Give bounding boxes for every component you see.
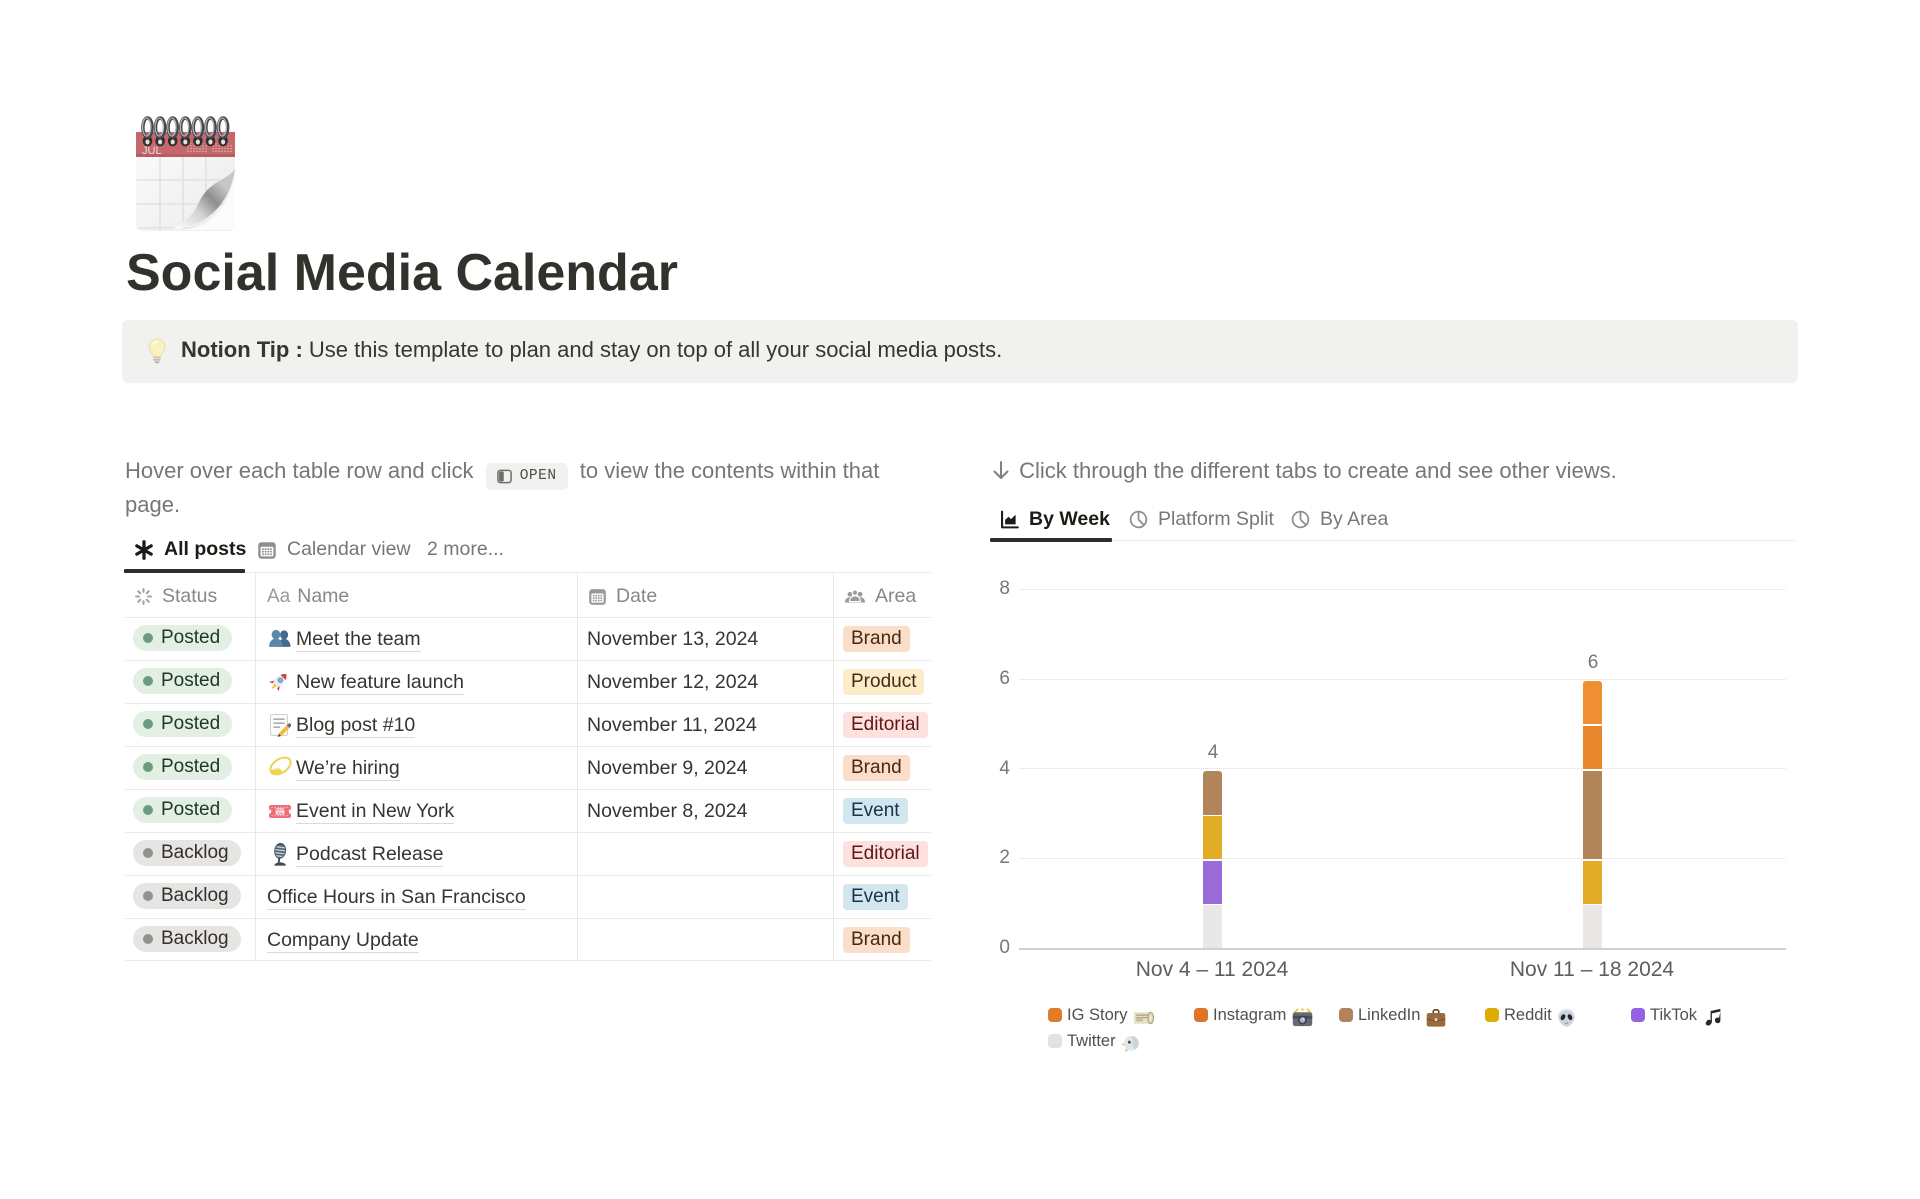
svg-text:ADMIT: ADMIT [276,808,285,812]
svg-text:JUL: JUL [142,145,162,157]
svg-text:ONE: ONE [277,811,283,815]
